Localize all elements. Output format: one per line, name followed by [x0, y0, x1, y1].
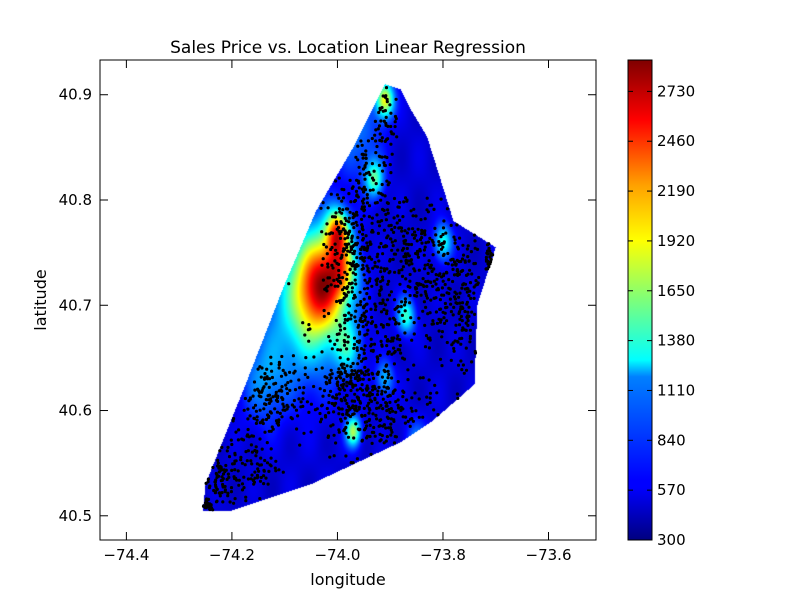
heatmap-surface	[100, 60, 596, 540]
x-tick-label: −73.6	[526, 546, 572, 564]
x-axis-label: longitude	[310, 570, 385, 589]
x-axis: −74.4 −74.2 −74.0 −73.8 −73.6	[103, 60, 571, 564]
y-tick-label: 40.5	[59, 507, 92, 525]
colorbar-tick-label: 840	[657, 431, 686, 449]
colorbar-tick-label: 570	[657, 481, 686, 499]
x-tick-label: −73.8	[420, 546, 466, 564]
colorbar-tick-label: 300	[657, 531, 686, 549]
colorbar-tick-label: 2190	[657, 182, 695, 200]
colorbar-tick-label: 2730	[657, 82, 695, 100]
y-tick-label: 40.8	[59, 191, 92, 209]
sale-point-markers	[201, 85, 495, 512]
x-tick-label: −74.0	[314, 546, 360, 564]
colorbar-tick-label: 1110	[657, 381, 695, 399]
sale-points	[201, 85, 495, 512]
colorbar-ticks: 300 570 840 1110 1380 1650 1920 2190 2460 2730	[628, 82, 695, 549]
y-axis-label: latitude	[31, 269, 50, 330]
y-axis: 40.5 40.6 40.7 40.8 40.9	[59, 86, 596, 525]
colorbar-tick-label: 2460	[657, 132, 695, 150]
chart-title: Sales Price vs. Location Linear Regressi…	[170, 38, 526, 58]
plot-frame	[99, 59, 597, 541]
y-tick-label: 40.7	[59, 296, 92, 314]
x-tick-label: −74.4	[103, 546, 149, 564]
colorbar-tick-label: 1380	[657, 332, 695, 350]
colorbar	[627, 59, 653, 541]
x-tick-label: −74.2	[209, 546, 255, 564]
y-tick-label: 40.9	[59, 86, 92, 104]
y-tick-label: 40.6	[59, 402, 92, 420]
colorbar-tick-label: 1920	[657, 232, 695, 250]
colorbar-tick-label: 1650	[657, 282, 695, 300]
